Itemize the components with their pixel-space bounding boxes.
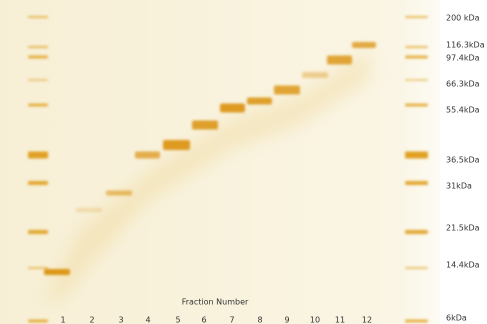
sample-band xyxy=(76,208,102,212)
ladder-band xyxy=(28,320,48,323)
ladder-band xyxy=(405,79,428,81)
lane-number: 8 xyxy=(257,316,262,324)
ladder-band xyxy=(28,230,48,234)
ladder-band xyxy=(405,181,428,185)
sample-band xyxy=(163,140,190,150)
marker-label: 21.5kDa xyxy=(446,224,480,233)
gel-image: 200 kDa 116.3kDa 97.4kDa 66.3kDa 55.4kDa 36.5… xyxy=(0,0,487,324)
ladder-band xyxy=(405,104,428,107)
ladder-band xyxy=(405,230,428,234)
marker-label: 36.5kDa xyxy=(446,156,480,165)
marker-label: 31kDa xyxy=(446,182,472,191)
sample-band xyxy=(274,86,300,95)
lane-number: 7 xyxy=(229,316,234,324)
lane-number: 4 xyxy=(145,316,150,324)
sample-band xyxy=(44,269,70,275)
lane-number: 1 xyxy=(60,316,65,324)
ladder-band xyxy=(405,16,428,18)
lane-number: 12 xyxy=(362,316,372,324)
ladder-band xyxy=(28,181,48,185)
lane-number: 11 xyxy=(335,316,345,324)
ladder-band xyxy=(405,267,428,269)
lane-number: 3 xyxy=(118,316,123,324)
marker-label: 116.3kDa xyxy=(446,41,485,50)
lane-number: 10 xyxy=(310,316,320,324)
marker-label: 66.3kDa xyxy=(446,80,480,89)
sample-band xyxy=(352,42,376,48)
ladder-band xyxy=(28,56,48,59)
marker-label: 55.4kDa xyxy=(446,106,480,115)
lane-number: 6 xyxy=(201,316,206,324)
sample-band xyxy=(302,72,328,78)
sample-band xyxy=(220,104,245,113)
axis-label: Fraction Number xyxy=(182,298,249,307)
ladder-band xyxy=(28,104,48,107)
marker-label: 6kDa xyxy=(446,314,467,323)
ladder-band xyxy=(28,152,48,159)
lane-number: 9 xyxy=(284,316,289,324)
ladder-band xyxy=(405,152,428,159)
lane-number: 5 xyxy=(175,316,180,324)
ladder-band xyxy=(405,320,428,323)
ladder-band xyxy=(28,16,48,18)
ladder-band xyxy=(405,56,428,59)
ladder-band xyxy=(28,79,48,81)
sample-band xyxy=(135,152,160,159)
marker-label: 97.4kDa xyxy=(446,54,480,63)
sample-band xyxy=(247,98,272,105)
ladder-band xyxy=(405,46,428,48)
marker-label: 200 kDa xyxy=(446,14,480,23)
ladder-band xyxy=(28,267,48,269)
sample-band xyxy=(327,56,352,65)
ladder-band xyxy=(28,46,48,48)
sample-band xyxy=(106,191,132,196)
lane-number: 2 xyxy=(89,316,94,324)
marker-label: 14.4kDa xyxy=(446,261,480,270)
sample-band xyxy=(192,121,218,130)
